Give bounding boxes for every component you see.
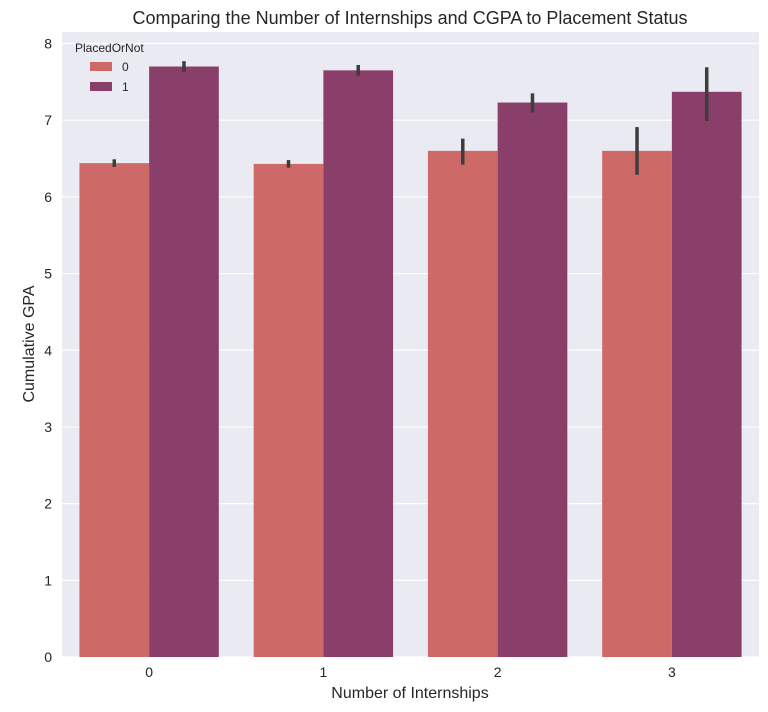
y-tick-label: 6 [44, 189, 52, 205]
bar [253, 163, 324, 657]
legend: PlacedOrNot 01 [75, 41, 144, 94]
bar [149, 66, 219, 657]
legend-swatch [90, 82, 112, 91]
x-tick-label: 3 [668, 664, 676, 680]
bar [602, 150, 672, 657]
y-tick-label: 2 [44, 496, 52, 512]
bar [79, 163, 150, 658]
legend-label: 1 [122, 80, 129, 94]
y-axis-ticks: 0 1 2 3 4 5 6 7 8 [44, 36, 52, 665]
x-tick-label: 2 [494, 664, 502, 680]
legend-label: 0 [122, 60, 129, 74]
y-tick-label: 1 [44, 572, 52, 588]
y-tick-label: 8 [44, 36, 52, 52]
bar [671, 91, 742, 658]
bar [497, 102, 568, 658]
bar [323, 70, 394, 657]
legend-title: PlacedOrNot [75, 41, 144, 55]
x-tick-label: 0 [145, 664, 153, 680]
y-tick-label: 4 [44, 342, 52, 358]
legend-items: 01 [90, 60, 129, 94]
x-axis-label: Number of Internships [331, 685, 488, 702]
y-tick-label: 0 [44, 649, 52, 665]
bar [427, 150, 498, 657]
y-tick-label: 3 [44, 419, 52, 435]
y-axis-label: Cumulative GPA [21, 285, 38, 402]
error-bars [112, 61, 709, 175]
x-tick-label: 1 [319, 664, 327, 680]
y-tick-label: 5 [44, 266, 52, 282]
legend-swatch [90, 62, 112, 71]
y-tick-label: 7 [44, 112, 52, 128]
chart-title: Comparing the Number of Internships and … [133, 8, 688, 28]
bars [79, 66, 742, 658]
x-axis-ticks: 0 1 2 3 [145, 664, 676, 680]
